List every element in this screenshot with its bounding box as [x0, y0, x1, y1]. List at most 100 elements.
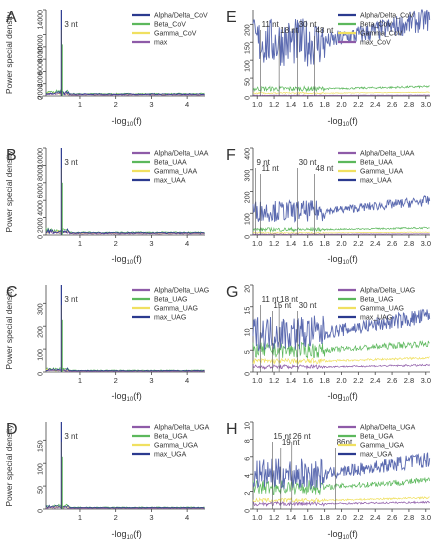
y-tick-label: 150	[245, 42, 252, 54]
x-tick-label: 1.2	[269, 513, 279, 522]
series-line	[252, 356, 430, 365]
y-tick-label: 15	[245, 307, 252, 315]
x-axis-label: -log10(f)	[112, 254, 142, 266]
x-tick-label: 2	[114, 100, 118, 109]
x-tick-label: 2.8	[404, 100, 414, 109]
x-tick-label: 1	[78, 239, 82, 248]
y-tick-label: 100	[245, 60, 252, 72]
x-tick-label: 1.8	[319, 239, 329, 248]
x-tick-label: 3.0	[421, 513, 431, 522]
y-axis-label: Power special density	[4, 424, 14, 507]
legend-entry: Gamma_UAA	[154, 169, 198, 176]
series-line	[45, 504, 205, 509]
y-tick-label: 10	[245, 328, 252, 336]
series-line	[252, 91, 430, 95]
panel-g: G 0 5 10 15 20 1.0 1.2 1.4 1.6 1.8 2.0 2.2 2.4 2.6 2.8 3…	[226, 284, 431, 403]
y-tick-label: 6	[245, 457, 252, 461]
x-tick-label: 2.6	[387, 239, 397, 248]
x-tick-label: 2.8	[404, 376, 414, 385]
y-tick-label: 300	[245, 170, 252, 182]
x-tick-label: 2.0	[336, 100, 346, 109]
legend-entry: Gamma_CoV	[360, 31, 403, 38]
legend-entry: Alpha/Delta_UAA	[154, 151, 209, 158]
series-line	[252, 9, 431, 67]
series-line	[252, 308, 431, 352]
y-tick-label: 0	[245, 235, 252, 239]
annotation-label: 15 nt	[273, 432, 292, 441]
series-line	[45, 227, 205, 235]
series-line	[252, 85, 430, 93]
series-line	[45, 90, 205, 96]
legend-entry: Alpha/Delta_CoV	[154, 13, 208, 20]
x-tick-label: 1.6	[303, 239, 313, 248]
legend-entry: Alpha/Delta_UAG	[360, 288, 415, 295]
x-tick-label: 1	[78, 100, 82, 109]
x-axis-label: -log10(f)	[328, 391, 358, 403]
series-line	[252, 94, 430, 97]
x-tick-label: 1.4	[286, 513, 296, 522]
y-tick-label: 100	[38, 349, 45, 361]
legend-entry: max_UGA	[154, 452, 187, 459]
annotation-label: 18 nt	[280, 295, 299, 304]
series-line	[252, 452, 431, 490]
series-line	[252, 226, 430, 233]
y-tick-label: 14000	[38, 10, 45, 30]
x-tick-label: 3	[149, 376, 153, 385]
y-tick-label: 150	[38, 440, 45, 452]
x-tick-label: 1.2	[269, 100, 279, 109]
x-tick-label: 1.0	[252, 239, 262, 248]
x-tick-label: 2	[114, 376, 118, 385]
legend-entry: Beta_CoV	[154, 22, 186, 29]
y-tick-label: 4000	[38, 200, 45, 216]
panel-d: D 0 50 100 150 1 2 3 4 -log10(f) Power special den…	[4, 421, 210, 541]
y-tick-label: 200	[245, 24, 252, 36]
y-tick-label: 4	[245, 474, 252, 478]
x-tick-label: 3.0	[421, 100, 431, 109]
x-tick-label: 3.0	[421, 376, 431, 385]
annotation-label: 19 nt	[282, 438, 301, 447]
y-tick-label: 0	[245, 96, 252, 100]
x-axis-label: -log10(f)	[328, 529, 358, 541]
annotation-label: 48 nt	[316, 26, 335, 35]
legend-entry: Beta_CoV	[360, 22, 392, 29]
legend-entry: max_UAG	[360, 315, 392, 322]
y-tick-label: 0	[38, 235, 45, 239]
annotation-label: 9 nt	[257, 158, 271, 167]
legend-entry: max_UAA	[360, 178, 392, 185]
x-tick-label: 2.2	[353, 100, 363, 109]
annotation-label: 30 nt	[299, 20, 318, 29]
x-tick-label: 3	[149, 513, 153, 522]
panel-c: C 0 100 200 300 1 2 3 4 -log10(f) Power special de…	[4, 284, 209, 403]
x-tick-label: 1.4	[286, 239, 296, 248]
series-line	[252, 496, 430, 504]
legend-entry: max_CoV	[360, 40, 391, 47]
panel-letter: D	[6, 421, 18, 438]
legend-entry: max	[154, 40, 168, 47]
annotation-label: 15 nt	[273, 301, 292, 310]
x-tick-label: 2	[114, 239, 118, 248]
y-tick-label: 8000	[38, 165, 45, 181]
y-tick-label: 0	[38, 509, 45, 513]
legend-entry: max_UAG	[154, 315, 186, 322]
legend-entry: Alpha/Delta_CoV	[360, 13, 414, 20]
x-tick-label: 1.0	[252, 376, 262, 385]
annotation-label: 48 nt	[316, 164, 335, 173]
x-tick-label: 4	[185, 100, 189, 109]
series-line	[252, 231, 430, 234]
y-tick-label: 0	[245, 509, 252, 513]
annotation-label: 86nt	[337, 438, 353, 447]
legend-entry: Gamma_UGA	[154, 443, 198, 450]
legend-entry: Beta_UAA	[154, 160, 187, 167]
annotation-label: 11 nt	[262, 20, 280, 29]
series-line	[252, 233, 430, 235]
x-tick-label: 2.2	[353, 376, 363, 385]
x-tick-label: 3	[149, 239, 153, 248]
series-line	[252, 363, 431, 370]
y-tick-label: 50	[38, 486, 45, 494]
annotation-label: 3 nt	[64, 295, 78, 304]
x-tick-label: 1.6	[303, 100, 313, 109]
annotation-label: 11 nt	[262, 164, 280, 173]
x-tick-label: 3.0	[421, 239, 431, 248]
